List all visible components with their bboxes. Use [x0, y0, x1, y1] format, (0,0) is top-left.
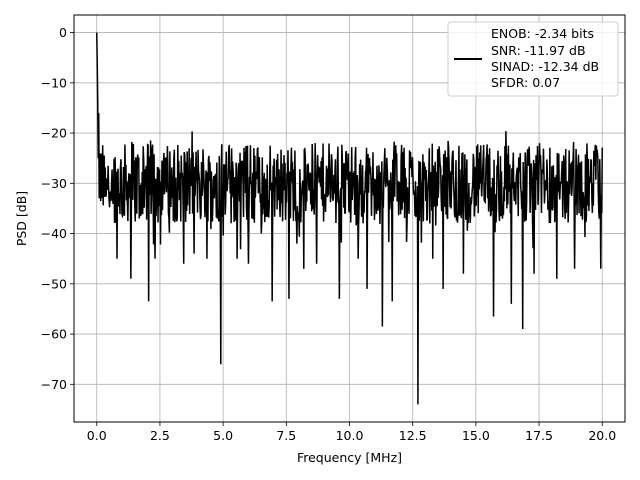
legend-text-snr: SNR: -11.97 dB [491, 43, 586, 58]
y-tick-label: −70 [41, 377, 67, 392]
legend-text-sfdr: SFDR: 0.07 [491, 75, 560, 90]
y-tick-label: 0 [59, 25, 67, 40]
x-tick-label: 0.0 [87, 428, 107, 443]
y-tick-label: −50 [41, 276, 67, 291]
psd-series-line [96, 32, 603, 405]
y-tick-label: −20 [41, 126, 67, 141]
y-tick-label: −60 [41, 327, 67, 342]
x-tick-label: 20.0 [588, 428, 616, 443]
y-axis-ticks: 0 −10 −20 −30 −40 −50 −60 −70 [41, 25, 74, 392]
x-tick-label: 5.0 [213, 428, 233, 443]
legend-text-sinad: SINAD: -12.34 dB [491, 59, 599, 74]
x-axis-ticks: 0.0 2.5 5.0 7.5 10.0 12.5 15.0 17.5 20.0 [87, 422, 616, 443]
legend: ENOB: -2.34 bits SNR: -11.97 dB SINAD: -… [447, 21, 619, 97]
x-tick-label: 10.0 [336, 428, 364, 443]
x-axis-label: Frequency [MHz] [297, 450, 402, 465]
x-tick-label: 15.0 [462, 428, 490, 443]
legend-text-enob: ENOB: -2.34 bits [491, 26, 594, 41]
x-tick-label: 7.5 [276, 428, 296, 443]
y-tick-label: −40 [41, 226, 67, 241]
y-tick-label: −30 [41, 176, 67, 191]
y-tick-label: −10 [41, 75, 67, 90]
legend-box [447, 21, 619, 97]
x-tick-label: 2.5 [150, 428, 170, 443]
series-layer [96, 32, 603, 405]
y-axis-label: PSD [dB] [14, 191, 29, 246]
x-tick-label: 12.5 [399, 428, 427, 443]
x-tick-label: 17.5 [525, 428, 553, 443]
